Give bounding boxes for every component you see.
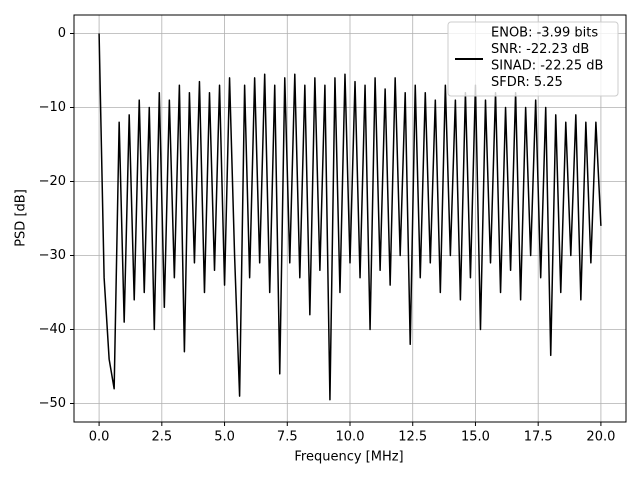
x-tick-label: 7.5 bbox=[277, 430, 298, 445]
x-tick-label: 20.0 bbox=[586, 430, 615, 445]
y-tick-label: −30 bbox=[39, 248, 66, 263]
legend-label: SINAD: -22.25 dB bbox=[491, 59, 603, 74]
y-tick-label: 0 bbox=[58, 26, 66, 41]
x-tick-label: 2.5 bbox=[151, 430, 172, 445]
x-tick-label: 12.5 bbox=[398, 430, 427, 445]
x-axis-label: Frequency [MHz] bbox=[294, 450, 403, 465]
y-tick-label: −20 bbox=[39, 174, 66, 189]
legend-label: ENOB: -3.99 bits bbox=[491, 26, 598, 41]
plot-frame bbox=[73, 14, 627, 423]
legend-label: SFDR: 5.25 bbox=[491, 75, 563, 90]
legend-label: SNR: -22.23 dB bbox=[491, 42, 589, 57]
x-tick-label: 17.5 bbox=[524, 430, 553, 445]
y-axis-label: PSD [dB] bbox=[14, 189, 29, 247]
legend-box bbox=[447, 21, 619, 97]
psd-line bbox=[98, 33, 602, 401]
x-tick-label: 5.0 bbox=[214, 430, 235, 445]
x-tick-label: 0.0 bbox=[89, 430, 110, 445]
x-tick-label: 15.0 bbox=[461, 430, 490, 445]
y-tick-label: −40 bbox=[39, 322, 66, 337]
y-tick-label: −10 bbox=[39, 100, 66, 115]
x-tick-label: 10.0 bbox=[336, 430, 365, 445]
y-tick-label: −50 bbox=[39, 396, 66, 411]
